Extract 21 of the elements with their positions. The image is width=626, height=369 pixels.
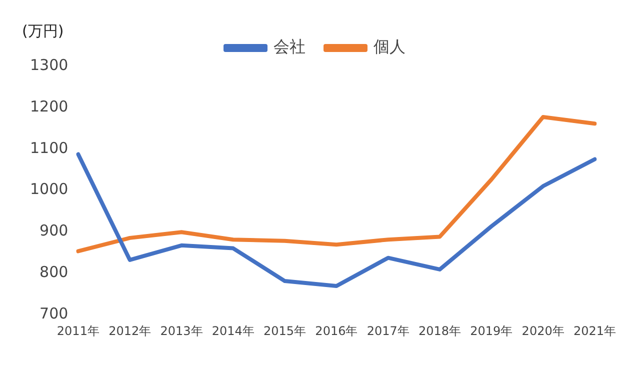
x-tick-label: 2016年: [315, 324, 358, 338]
x-tick-label: 2021年: [573, 324, 616, 338]
x-tick-label: 2013年: [160, 324, 203, 338]
y-axis-title: (万円): [22, 22, 64, 41]
x-tick-label: 2019年: [470, 324, 513, 338]
y-tick-label: 700: [40, 304, 68, 322]
x-tick-label: 2020年: [522, 324, 564, 338]
y-tick-label: 900: [40, 222, 68, 240]
y-tick-label: 1100: [30, 138, 68, 157]
x-tick-label: 2017年: [366, 324, 410, 338]
x-tick-label: 2012年: [108, 324, 152, 338]
y-tick-label: 1000: [30, 180, 68, 198]
y-tick-label: 1200: [30, 97, 68, 116]
y-tick-label: 1300: [30, 56, 68, 74]
x-tick-label: 2011年: [56, 324, 100, 338]
legend-label: 会社: [274, 37, 306, 56]
x-tick-label: 2014年: [212, 324, 254, 338]
y-tick-label: 800: [40, 263, 68, 282]
x-tick-label: 2015年: [264, 324, 306, 338]
legend-label: 個人: [374, 37, 406, 56]
x-tick-label: 2018年: [418, 324, 462, 338]
